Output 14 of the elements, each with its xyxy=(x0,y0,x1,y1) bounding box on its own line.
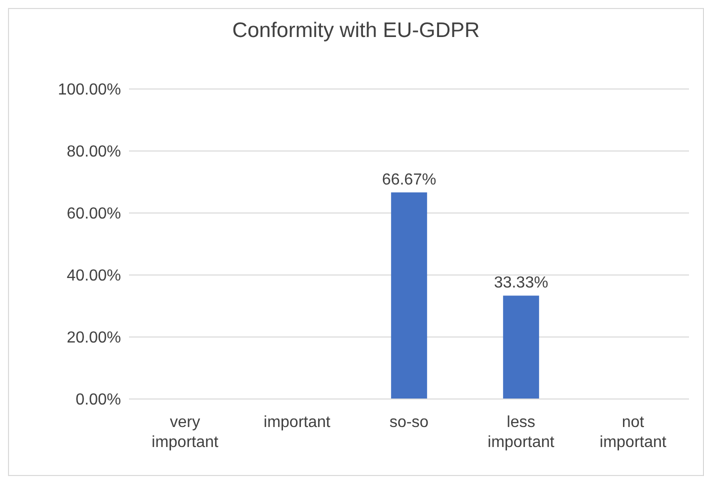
y-tick-label: 60.00% xyxy=(66,206,121,223)
y-tick-label: 20.00% xyxy=(66,330,121,347)
data-label: 66.67% xyxy=(382,171,436,188)
x-tick-label: not important xyxy=(600,414,667,451)
y-tick-label: 40.00% xyxy=(66,268,121,285)
chart-title: Conformity with EU-GDPR xyxy=(231,19,481,43)
y-tick-label: 0.00% xyxy=(76,392,121,409)
y-tick-label: 100.00% xyxy=(58,82,121,99)
x-tick-label: very important xyxy=(152,414,219,451)
y-tick-label: 80.00% xyxy=(66,144,121,161)
x-tick-label: less important xyxy=(488,414,555,451)
data-label: 33.33% xyxy=(494,274,548,292)
x-tick-label: important xyxy=(264,414,331,431)
x-tick-label: so-so xyxy=(389,414,429,431)
